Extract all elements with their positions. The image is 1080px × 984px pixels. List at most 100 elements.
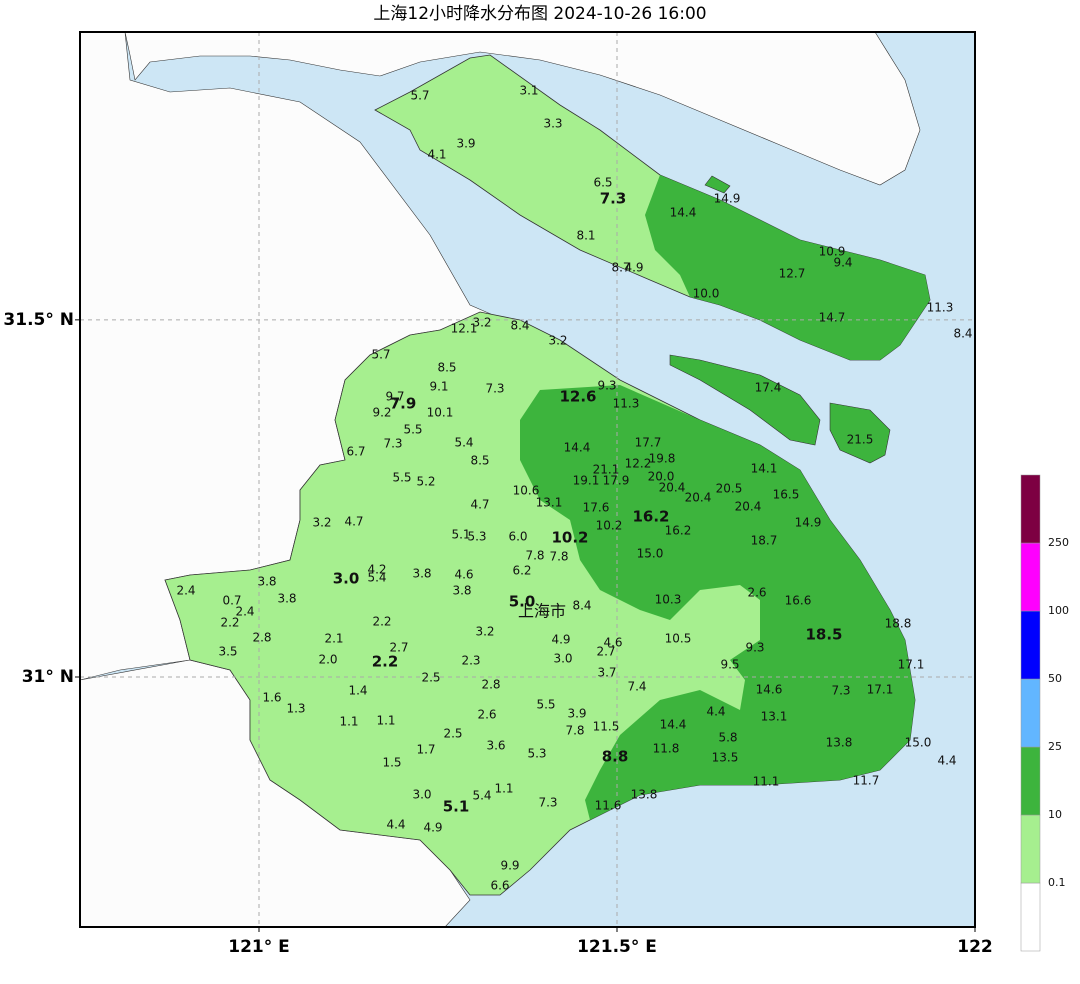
station-value: 18.7 <box>751 534 778 548</box>
station-value: 2.4 <box>235 605 254 619</box>
station-value: 1.1 <box>376 714 395 728</box>
station-value: 11.3 <box>927 301 954 315</box>
station-value: 2.2 <box>372 615 391 629</box>
station-value: 5.1 <box>451 528 470 542</box>
station-value: 20.5 <box>716 482 743 496</box>
district-value: 18.5 <box>805 626 842 644</box>
station-value: 4.4 <box>386 818 405 832</box>
station-value: 5.5 <box>392 471 411 485</box>
station-value: 3.8 <box>257 575 276 589</box>
station-value: 9.7 <box>385 390 404 404</box>
station-value: 5.4 <box>367 571 386 585</box>
station-value: 13.5 <box>712 751 739 765</box>
legend-label: 25 <box>1048 740 1062 753</box>
station-value: 20.0 <box>648 470 675 484</box>
station-value: 3.8 <box>412 567 431 581</box>
station-value: 3.9 <box>456 137 475 151</box>
station-value: 11.3 <box>613 397 640 411</box>
station-value: 13.8 <box>631 788 658 802</box>
station-value: 5.7 <box>371 348 390 362</box>
station-value: 2.5 <box>443 727 462 741</box>
x-tick-label: 121° E <box>228 937 290 957</box>
station-value: 5.2 <box>416 475 435 489</box>
station-value: 4.9 <box>423 821 442 835</box>
station-value: 17.6 <box>583 501 610 515</box>
station-value: 14.9 <box>795 516 822 530</box>
station-value: 20.4 <box>735 500 762 514</box>
map-area: 5.7 3.13.33.94.16.514.914.48.18.74.910.99… <box>80 32 975 927</box>
station-value: 4.1 <box>427 148 446 162</box>
station-value: 13.1 <box>536 496 563 510</box>
station-value: 5.5 <box>403 423 422 437</box>
station-value: 1.3 <box>286 702 305 716</box>
station-value: 8.4 <box>953 327 972 341</box>
station-value: 6.0 <box>508 530 527 544</box>
station-value: 3.9 <box>567 707 586 721</box>
station-value: 10.5 <box>665 632 692 646</box>
station-value: 20.4 <box>685 491 712 505</box>
station-value: 5.3 <box>467 530 486 544</box>
station-value: 11.5 <box>593 720 620 734</box>
station-value: 17.1 <box>867 683 894 697</box>
map-title: 上海12小时降水分布图 2024-10-26 16:00 <box>373 4 706 24</box>
station-value: 15.0 <box>905 736 932 750</box>
y-tick-label: 31° N <box>22 667 74 687</box>
station-value: 9.3 <box>745 641 764 655</box>
station-value: 17.7 <box>635 436 662 450</box>
station-value: 8.7 <box>611 261 630 275</box>
station-value: 9.3 <box>597 379 616 393</box>
station-value: 4.7 <box>470 498 489 512</box>
station-value: 16.6 <box>785 594 812 608</box>
station-value: 21.1 <box>593 463 620 477</box>
station-value: 10.1 <box>427 406 454 420</box>
district-value: 7.9 <box>390 395 417 413</box>
station-value: 8.4 <box>572 599 591 613</box>
station-value: 5.4 <box>472 789 491 803</box>
station-value: 10.2 <box>596 519 623 533</box>
station-value: 4.6 <box>603 636 622 650</box>
district-value: 2.2 <box>372 653 399 671</box>
station-value: 20.4 <box>659 481 686 495</box>
station-value: 6.5 <box>593 176 612 190</box>
station-value: 4.9 <box>551 633 570 647</box>
station-value: 12.2 <box>625 457 652 471</box>
station-value: 2.2 <box>220 616 239 630</box>
station-value: 10.3 <box>655 593 682 607</box>
station-value: 12.7 <box>779 267 806 281</box>
legend-swatch <box>1020 610 1041 680</box>
station-value: 9.4 <box>833 256 852 270</box>
station-value: 2.6 <box>747 586 766 600</box>
station-value: 15.0 <box>637 547 664 561</box>
heavy-rain-area <box>520 385 915 820</box>
legend-label: 100 <box>1048 604 1069 617</box>
station-value: 9.9 <box>500 859 519 873</box>
station-value: 17.1 <box>898 658 925 672</box>
station-value: 3.7 <box>597 666 616 680</box>
station-value: 19.8 <box>649 452 676 466</box>
station-value: 5.8 <box>718 731 737 745</box>
station-value: 1.1 <box>494 782 513 796</box>
legend-swatch <box>1020 746 1041 816</box>
station-value: 2.7 <box>389 641 408 655</box>
station-value: 7.3 <box>538 796 557 810</box>
station-value: 14.4 <box>660 718 687 732</box>
station-value: 6.2 <box>512 564 531 578</box>
x-tick-label: 122 <box>957 937 993 957</box>
district-value: 10.2 <box>551 529 588 547</box>
district-value: 5.0 <box>509 593 536 611</box>
station-value: 13.1 <box>761 710 788 724</box>
legend-label: 250 <box>1048 536 1069 549</box>
station-value: 6.6 <box>490 879 509 893</box>
station-value: 7.8 <box>525 549 544 563</box>
station-value: 8.5 <box>437 361 456 375</box>
station-value: 10.9 <box>819 245 846 259</box>
legend-swatch <box>1020 814 1041 884</box>
city-label: 上海市 <box>518 602 566 621</box>
legend: 0.1 10 25 50 100 250 <box>1020 474 1069 952</box>
station-value: 11.6 <box>595 799 622 813</box>
station-value: 1.4 <box>348 684 367 698</box>
station-value: 0.7 <box>222 594 241 608</box>
station-value: 16.5 <box>773 488 800 502</box>
station-value: 2.8 <box>252 631 271 645</box>
station-value: 12.1 <box>451 322 478 336</box>
